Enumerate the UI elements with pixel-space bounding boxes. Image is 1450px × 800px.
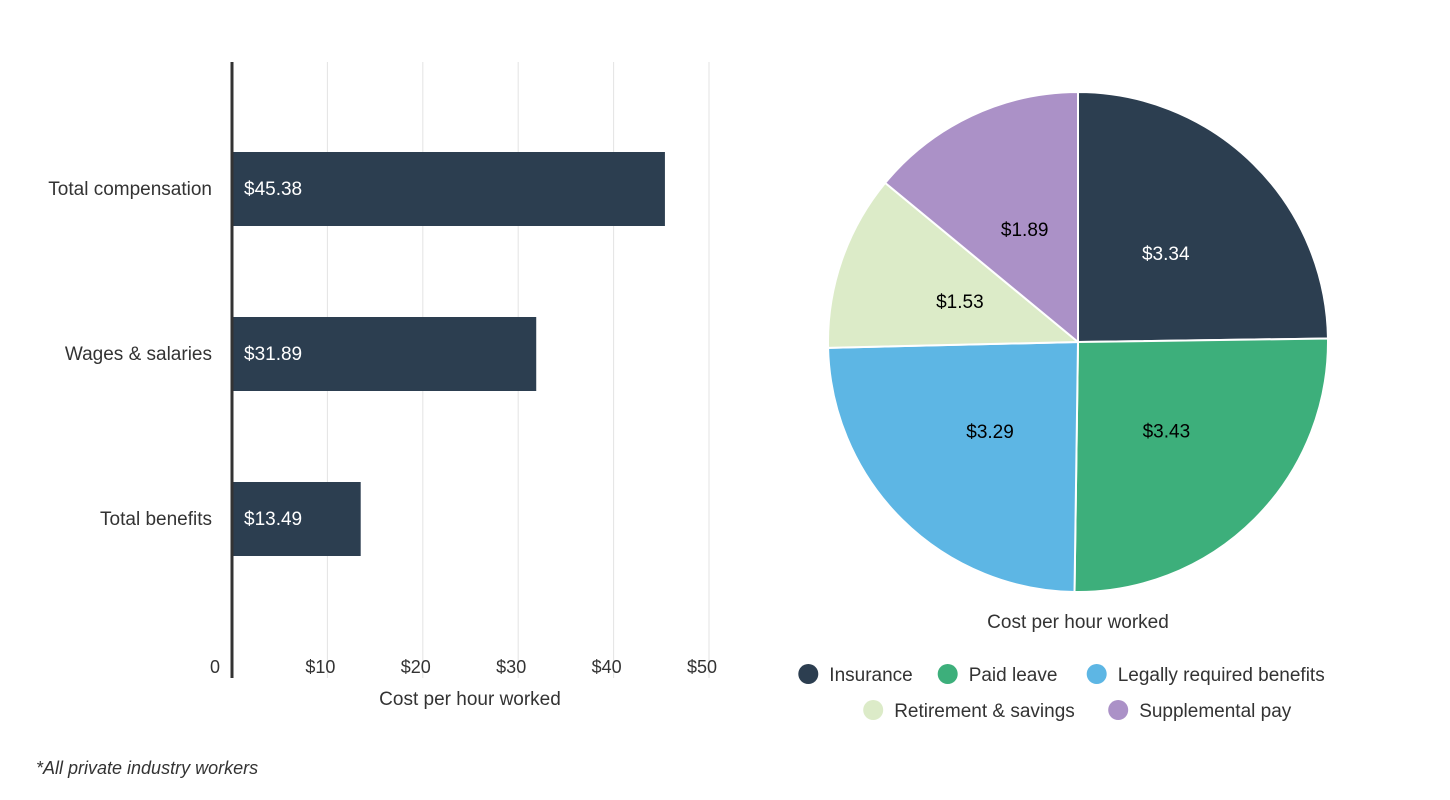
pie-axis-title: Cost per hour worked (987, 612, 1169, 633)
x-tick-label: $10 (305, 657, 335, 677)
pie-slice (883, 90, 1079, 345)
legend-item: Retirement & savings (863, 700, 1075, 722)
x-axis-title: Cost per hour worked (379, 689, 561, 710)
legend-label: Paid leave (969, 665, 1058, 686)
bar (232, 152, 665, 226)
category-label: Total benefits (100, 509, 212, 530)
bar (232, 317, 537, 391)
bar (232, 482, 361, 556)
legend-swatch (937, 664, 958, 684)
pie-chart: $3.34 $3.43 $3.29 $1.53 $1.89 Cost per hour w… (798, 90, 1329, 722)
legend-swatch (863, 700, 884, 720)
footnote: *All private industry workers (36, 758, 259, 778)
slice-value-label: $3.34 (1142, 244, 1190, 265)
category-label: Wages & salaries (65, 344, 212, 365)
slice-value-label: $1.89 (1001, 220, 1049, 241)
legend-item: Insurance (798, 664, 913, 686)
slice-value-label: $1.53 (936, 292, 984, 313)
legend-swatch (1108, 700, 1129, 720)
legend-item: Legally required benefits (1086, 664, 1325, 686)
x-tick-label: $50 (687, 657, 717, 677)
slice-value-label: $3.43 (1143, 421, 1191, 442)
x-tick-label: $30 (496, 657, 526, 677)
pie-slice (1073, 337, 1329, 593)
legend-label: Legally required benefits (1118, 665, 1325, 686)
x-tick-label: $40 (592, 657, 622, 677)
x-tick-label: 0 (210, 657, 220, 677)
legend-label: Insurance (829, 665, 912, 686)
legend-item: Paid leave (937, 664, 1058, 686)
legend-item: Supplemental pay (1108, 700, 1292, 722)
legend-swatch (798, 664, 819, 684)
bar-value-label: $13.49 (244, 509, 302, 530)
x-tick-label: $20 (401, 657, 431, 677)
pie-slice (827, 181, 1081, 349)
legend-swatch (1086, 664, 1107, 684)
legend-label: Retirement & savings (894, 701, 1075, 722)
bar-value-label: $31.89 (244, 344, 302, 365)
bar-chart: 0 $10 $20 $30 $40 $50 Total compensation $45.38… (48, 62, 717, 710)
category-label: Total compensation (48, 179, 212, 200)
bar-value-label: $45.38 (244, 179, 302, 200)
legend-label: Supplemental pay (1139, 701, 1292, 722)
pie-slice (827, 340, 1080, 593)
slice-value-label: $3.29 (966, 422, 1014, 443)
pie-slice (1077, 90, 1329, 344)
